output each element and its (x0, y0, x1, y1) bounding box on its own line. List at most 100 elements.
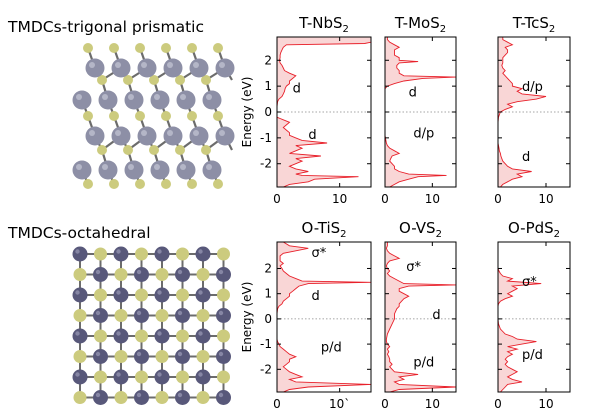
orbital-annotation: d (432, 308, 440, 323)
sulfur-atom (94, 329, 107, 343)
sulfur-atom (135, 370, 148, 384)
sulfur-atom (155, 309, 169, 322)
sulfur-atom (114, 350, 128, 363)
metal-atom (124, 90, 144, 110)
x-tick-label: 0 (273, 397, 281, 411)
x-tick-label: 10 (332, 192, 347, 206)
sulfur-atom (135, 247, 148, 261)
orbital-annotation: d/p (413, 127, 434, 142)
row-label-octahedral: TMDCs-octahedral (7, 224, 151, 242)
metal-atom (175, 267, 190, 282)
sulfur-atom (149, 145, 159, 155)
orbital-annotation: d (522, 150, 530, 165)
trigonal-prismatic-structure (72, 43, 235, 190)
dos-panel-6: O-PdS2 0 10 σ* p/d (494, 219, 571, 411)
sulfur-atom (217, 329, 230, 343)
metal-atom (189, 126, 209, 146)
metal-atom (175, 349, 190, 364)
y-tick-label: 0 (264, 312, 272, 326)
sulfur-atom (83, 111, 93, 121)
metal-atom (98, 160, 118, 180)
metal-atom (176, 90, 196, 110)
dos-panel-4: O-TiS2 0 10` 2 1 0 -1 -2 Energy (eV) σ* d p/d (240, 219, 372, 411)
sulfur-atom (196, 350, 210, 363)
sulfur-atom (213, 111, 223, 121)
metal-atom (72, 90, 92, 110)
metal-atom (195, 328, 211, 344)
orbital-annotation: σ* (406, 260, 421, 275)
row-label-trigonal: TMDCs-trigonal prismatic (7, 18, 204, 36)
metal-atom (134, 308, 149, 323)
metal-atom (93, 390, 108, 405)
sulfur-atom (176, 288, 189, 302)
x-tick-label: 0 (494, 397, 502, 411)
sulfur-atom (123, 145, 133, 155)
sulfur-atom (217, 288, 230, 302)
sulfur-atom (97, 75, 107, 85)
plot-frame (384, 241, 457, 393)
sulfur-atom (114, 391, 128, 404)
plot-frame (276, 241, 372, 393)
sulfur-atom (73, 391, 87, 404)
metal-atom (150, 90, 170, 110)
metal-atom (216, 308, 231, 323)
metal-atom (154, 328, 170, 344)
orbital-annotation: p/d (321, 341, 342, 356)
panel-title: O-VS2 (399, 219, 442, 240)
metal-atom (176, 160, 196, 180)
dos-line (385, 242, 456, 392)
sulfur-atom (97, 145, 107, 155)
sulfur-atom (73, 309, 87, 322)
y-tick-label: -1 (260, 337, 272, 351)
sulfur-atom (161, 179, 171, 189)
y-tick-label: -2 (260, 157, 272, 171)
x-tick-label: 10 (538, 192, 553, 206)
dos-fill (277, 242, 371, 392)
metal-atom (134, 349, 149, 364)
sulfur-atom (109, 179, 119, 189)
metal-atom (154, 369, 170, 385)
orbital-annotation: p/d (413, 356, 434, 371)
y-axis-label: Energy (eV) (240, 77, 254, 148)
panel-title: O-TiS2 (301, 219, 346, 240)
dos-line (498, 37, 547, 187)
orbital-annotation: d/p (522, 80, 543, 95)
metal-atom (154, 246, 170, 262)
dos-line (385, 37, 456, 187)
y-tick-label: -1 (260, 131, 272, 145)
sulfur-atom (217, 247, 230, 261)
metal-atom (163, 126, 183, 146)
sulfur-atom (135, 329, 148, 343)
metal-atom (189, 58, 209, 78)
metal-atom (137, 126, 157, 146)
metal-atom (195, 287, 211, 303)
sulfur-atom (187, 179, 197, 189)
sulfur-atom (155, 350, 169, 363)
sulfur-atom (123, 75, 133, 85)
metal-atom (163, 58, 183, 78)
sulfur-atom (187, 43, 197, 53)
sulfur-atom (149, 75, 159, 85)
sulfur-atom (161, 43, 171, 53)
metal-atom (72, 246, 88, 262)
sulfur-atom (94, 288, 107, 302)
y-tick-label: -2 (260, 362, 272, 376)
metal-atom (72, 287, 88, 303)
panel-title: O-PdS2 (508, 219, 560, 240)
sulfur-atom (161, 111, 171, 121)
x-tick-label: 10 (425, 192, 440, 206)
panel-title: T-NbS2 (298, 14, 349, 35)
metal-atom (154, 287, 170, 303)
x-tick-label: 10` (329, 397, 350, 411)
metal-atom (175, 390, 190, 405)
sulfur-atom (196, 268, 210, 281)
sulfur-atom (196, 309, 210, 322)
sulfur-atom (114, 309, 128, 322)
metal-atom (216, 390, 231, 405)
metal-atom (111, 58, 131, 78)
sulfur-atom (155, 391, 169, 404)
metal-atom (202, 90, 222, 110)
dos-line (277, 37, 371, 187)
